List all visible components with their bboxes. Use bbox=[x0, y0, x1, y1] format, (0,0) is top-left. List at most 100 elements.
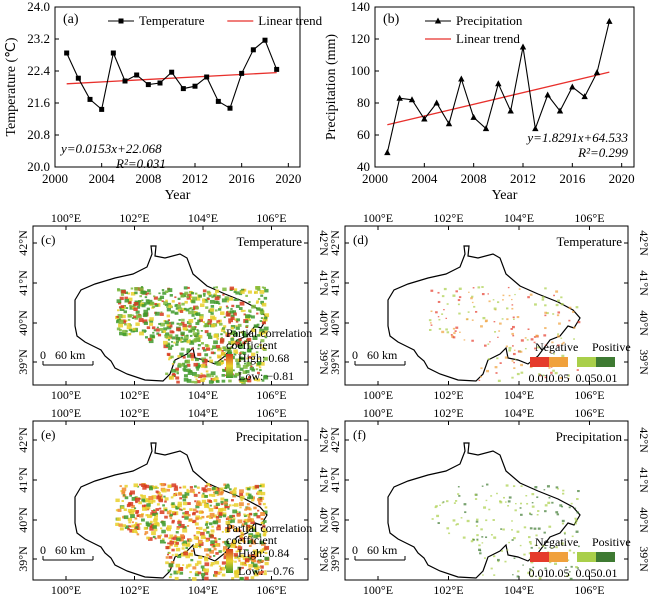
raster-cell bbox=[259, 565, 264, 569]
raster-cell bbox=[514, 293, 516, 296]
raster-cell bbox=[166, 510, 172, 515]
raster-cell bbox=[259, 549, 264, 553]
raster-cell bbox=[127, 502, 132, 506]
raster-cell bbox=[156, 503, 160, 506]
raster-cell bbox=[152, 335, 155, 338]
raster-cell bbox=[256, 312, 259, 315]
raster-cell bbox=[214, 296, 220, 301]
raster-cell bbox=[570, 502, 573, 505]
raster-cell bbox=[122, 319, 126, 322]
raster-cell bbox=[182, 543, 186, 547]
lon-label: 106°E bbox=[574, 583, 604, 597]
raster-cell bbox=[556, 487, 559, 490]
raster-cell bbox=[551, 341, 554, 344]
raster-cell bbox=[520, 502, 523, 505]
raster-cell bbox=[530, 513, 533, 516]
raster-cell bbox=[259, 498, 262, 501]
panel-title: Precipitation bbox=[236, 429, 303, 444]
raster-cell bbox=[179, 363, 184, 367]
lat-label: 41°N bbox=[16, 270, 30, 296]
raster-cell bbox=[181, 340, 184, 343]
raster-cell bbox=[190, 558, 194, 562]
raster-cell bbox=[264, 570, 267, 573]
raster-cell bbox=[228, 341, 234, 345]
raster-cell bbox=[132, 529, 137, 533]
legend-low: Low: −0.76 bbox=[238, 564, 294, 578]
raster-cell bbox=[259, 308, 264, 312]
raster-cell bbox=[188, 518, 193, 522]
raster-cell bbox=[215, 507, 218, 509]
raster-cell bbox=[198, 510, 203, 514]
raster-cell bbox=[458, 287, 462, 290]
raster-cell bbox=[201, 576, 205, 579]
raster-cell bbox=[209, 308, 215, 312]
trend-equation: y=0.0153x+22.068 bbox=[59, 141, 162, 156]
raster-cell bbox=[501, 318, 504, 320]
raster-cell bbox=[204, 485, 208, 488]
raster-cell bbox=[212, 378, 216, 381]
raster-cell bbox=[238, 529, 242, 533]
raster-cell bbox=[121, 487, 127, 492]
raster-cell bbox=[188, 324, 192, 328]
raster-cell bbox=[154, 302, 157, 305]
raster-cell bbox=[535, 534, 538, 537]
raster-cell bbox=[183, 364, 188, 368]
raster-cell bbox=[214, 491, 219, 495]
raster-cell bbox=[122, 321, 127, 324]
raster-cell bbox=[259, 361, 265, 366]
raster-cell bbox=[166, 488, 171, 492]
raster-cell bbox=[240, 351, 245, 355]
raster-cell bbox=[200, 535, 206, 539]
raster-cell bbox=[565, 572, 568, 574]
legend-title: coefficient bbox=[226, 338, 278, 352]
raster-cell bbox=[230, 308, 233, 310]
raster-cell bbox=[184, 300, 188, 304]
raster-cell bbox=[264, 551, 268, 555]
raster-cell bbox=[222, 549, 226, 552]
raster-cell bbox=[511, 325, 515, 329]
raster-cell bbox=[118, 328, 122, 332]
raster-cell bbox=[264, 334, 267, 337]
raster-cell bbox=[204, 562, 210, 567]
raster-cell bbox=[239, 554, 244, 558]
r-squared: R²=0.299 bbox=[577, 145, 628, 160]
raster-cell bbox=[261, 347, 266, 350]
raster-cell bbox=[233, 349, 238, 353]
raster-cell bbox=[562, 492, 565, 495]
raster-cell bbox=[263, 520, 267, 523]
raster-cell bbox=[215, 375, 218, 378]
raster-cell bbox=[216, 354, 222, 359]
raster-cell bbox=[171, 511, 175, 514]
x-tick-label: 2016 bbox=[559, 171, 586, 186]
raster-cell bbox=[123, 508, 127, 512]
y-tick-label: 80 bbox=[357, 95, 370, 110]
raster-cell bbox=[139, 514, 144, 518]
raster-cell bbox=[508, 496, 512, 499]
raster-cell bbox=[571, 310, 575, 313]
raster-cell bbox=[232, 539, 235, 542]
raster-cell bbox=[248, 512, 253, 516]
raster-cell bbox=[220, 566, 226, 571]
raster-cell bbox=[538, 373, 541, 376]
raster-cell bbox=[159, 510, 165, 515]
raster-cell bbox=[544, 376, 547, 379]
lon-label: 100°E bbox=[363, 406, 393, 420]
raster-cell bbox=[246, 348, 252, 353]
raster-cell bbox=[115, 522, 120, 527]
raster-cell bbox=[154, 485, 158, 488]
raster-cell bbox=[256, 300, 260, 303]
data-point bbox=[408, 96, 416, 103]
raster-cell bbox=[121, 500, 124, 503]
raster-cell bbox=[180, 509, 183, 511]
raster-cell bbox=[252, 549, 258, 554]
raster-cell bbox=[191, 299, 196, 304]
lon-label: 106°E bbox=[574, 388, 604, 402]
raster-cell bbox=[208, 555, 212, 558]
raster-cell bbox=[248, 355, 252, 359]
raster-cell bbox=[176, 322, 180, 325]
lon-label: 102°E bbox=[119, 406, 149, 420]
raster-cell bbox=[151, 326, 156, 330]
lon-label: 104°E bbox=[504, 211, 534, 225]
raster-cell bbox=[203, 294, 206, 297]
raster-cell bbox=[248, 564, 253, 568]
